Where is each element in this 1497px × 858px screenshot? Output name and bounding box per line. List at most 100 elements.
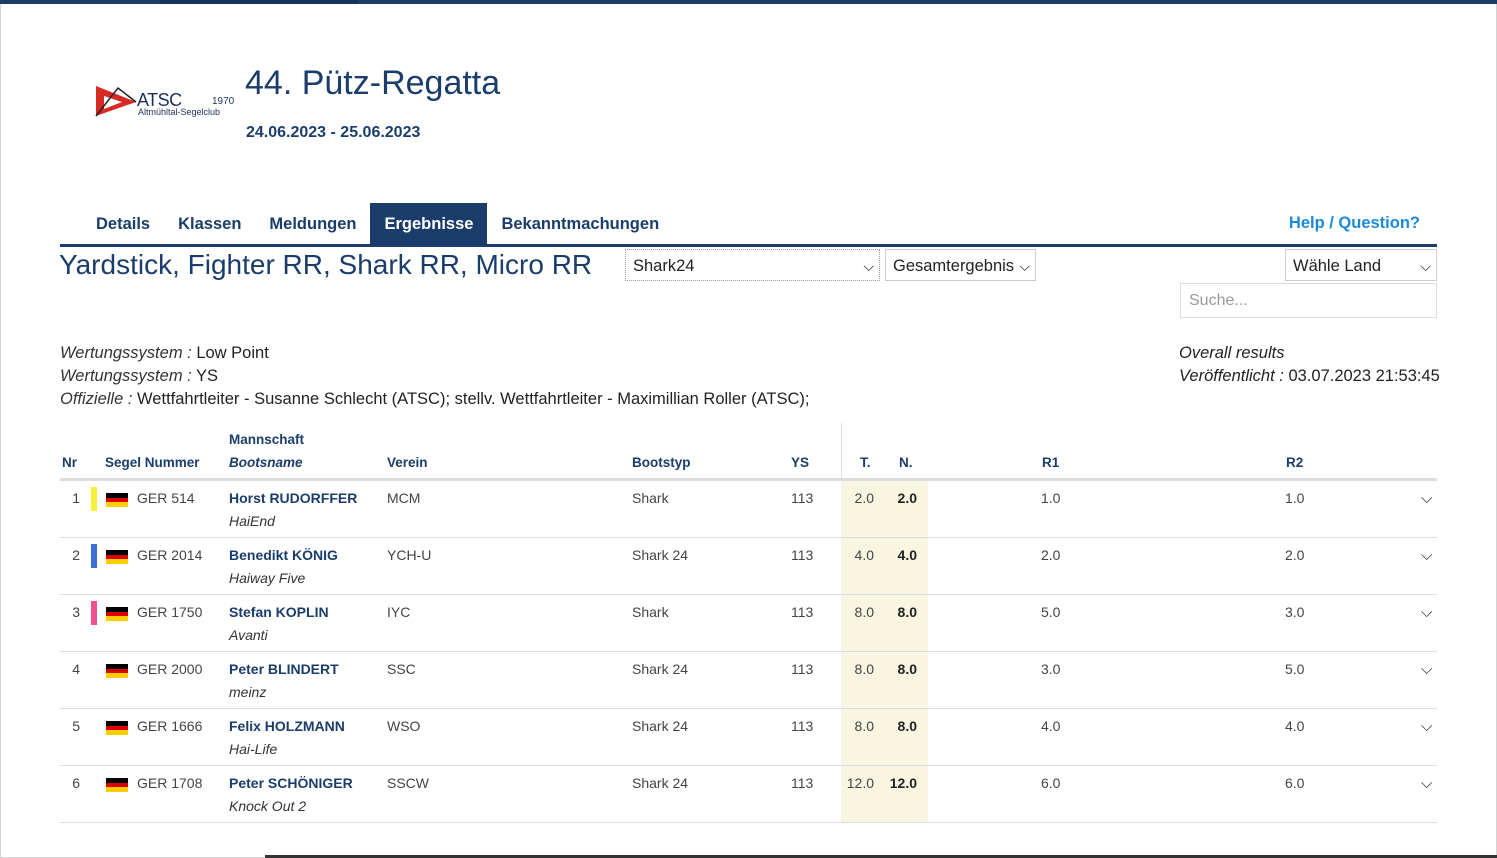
sail-number-cell: GER 514 (137, 490, 195, 506)
medal-marker (91, 544, 97, 568)
header-sail-number[interactable]: Segel Nummer (105, 455, 200, 470)
expand-row-chevron-icon[interactable]: ⌵ (1421, 604, 1433, 621)
medal-marker (91, 601, 97, 625)
tab-ergebnisse[interactable]: Ergebnisse (370, 203, 488, 245)
germany-flag-icon (106, 664, 128, 678)
boattype-cell: Shark 24 (632, 718, 689, 734)
net-points-cell: 12.0 (889, 775, 917, 791)
boattype-cell: Shark 24 (632, 661, 689, 677)
ys-cell: 113 (791, 661, 814, 677)
rank-cell: 5 (72, 718, 80, 734)
race1-cell: 6.0 (1041, 775, 1061, 791)
nav-divider (60, 244, 1437, 247)
expand-row-chevron-icon[interactable]: ⌵ (1421, 661, 1433, 678)
officials: Offizielle : Wettfahrtleiter - Susanne S… (60, 390, 810, 408)
total-points-cell: 2.0 (854, 490, 874, 506)
tab-bekanntmachungen[interactable]: Bekanntmachungen (501, 215, 660, 233)
header-separator (841, 423, 842, 481)
header-crew[interactable]: Mannschaft (229, 432, 305, 447)
rank-cell: 3 (72, 604, 80, 620)
row-divider (60, 594, 1437, 595)
header-r1[interactable]: R1 (1042, 455, 1060, 470)
published-date: Veröffentlicht : 03.07.2023 21:53:45 (1179, 367, 1440, 385)
ys-cell: 113 (791, 718, 814, 734)
country-select[interactable]: Wähle Land ⌵ (1285, 249, 1437, 281)
race2-cell: 3.0 (1285, 604, 1305, 620)
tab-details[interactable]: Details (96, 215, 151, 233)
net-points-cell: 8.0 (897, 718, 917, 734)
race2-cell: 6.0 (1285, 775, 1305, 791)
expand-row-chevron-icon[interactable]: ⌵ (1421, 718, 1433, 735)
boattype-cell: Shark (632, 604, 669, 620)
result-select[interactable]: Gesamtergebnis ⌵ (885, 249, 1036, 281)
skipper-name: Benedikt KÖNIG (229, 547, 338, 563)
header-r2[interactable]: R2 (1286, 455, 1304, 470)
total-points-cell: 8.0 (854, 661, 874, 677)
expand-row-chevron-icon[interactable]: ⌵ (1421, 490, 1433, 507)
tab-klassen[interactable]: Klassen (178, 215, 242, 233)
class-select[interactable]: Shark24 ⌵ (625, 249, 880, 281)
club-cell: WSO (387, 718, 421, 734)
medal-marker (91, 487, 97, 511)
total-points-cell: 4.0 (854, 547, 874, 563)
scoring-system-2: Wertungssystem : YS (60, 367, 219, 385)
scoring-system-1: Wertungssystem : Low Point (60, 344, 269, 362)
chevron-down-icon: ⌵ (863, 258, 874, 274)
nav-tabs: Details Klassen Meldungen Ergebnisse Bek… (82, 203, 673, 245)
rank-cell: 4 (72, 661, 80, 677)
boattype-cell: Shark 24 (632, 775, 689, 791)
ys-cell: 113 (791, 775, 814, 791)
overall-results-label: Overall results (1179, 344, 1285, 362)
header-club[interactable]: Verein (387, 455, 428, 470)
sail-number-cell: GER 2014 (137, 547, 203, 563)
event-title: 44. Pütz-Regatta (245, 64, 501, 102)
row-divider (60, 708, 1437, 709)
boattype-cell: Shark (632, 490, 669, 506)
race2-cell: 5.0 (1285, 661, 1305, 677)
race1-cell: 5.0 (1041, 604, 1061, 620)
expand-row-chevron-icon[interactable]: ⌵ (1421, 547, 1433, 564)
header-net[interactable]: N. (899, 455, 913, 470)
header-total[interactable]: T. (860, 455, 871, 470)
boat-name: HaiEnd (229, 513, 275, 529)
header-ys[interactable]: YS (791, 455, 810, 470)
header-boatname[interactable]: Bootsname (229, 455, 303, 470)
help-link[interactable]: Help / Question? (1288, 214, 1420, 232)
germany-flag-icon (106, 607, 128, 621)
boat-name: meinz (229, 684, 267, 700)
skipper-name: Stefan KOPLIN (229, 604, 329, 620)
boattype-cell: Shark 24 (632, 547, 689, 563)
race2-cell: 1.0 (1285, 490, 1305, 506)
race1-cell: 2.0 (1041, 547, 1061, 563)
sail-number-cell: GER 1666 (137, 718, 203, 734)
boat-name: Knock Out 2 (229, 798, 307, 814)
race1-cell: 3.0 (1041, 661, 1061, 677)
event-dates: 24.06.2023 - 25.06.2023 (246, 124, 421, 141)
sail-number-cell: GER 2000 (137, 661, 203, 677)
skipper-name: Felix HOLZMANN (229, 718, 345, 734)
germany-flag-icon (106, 721, 128, 735)
boat-name: Avanti (229, 627, 268, 643)
club-logo[interactable]: ATSC 1970 Altmühltal-Segelclub (92, 82, 237, 122)
header-nr[interactable]: Nr (62, 455, 78, 470)
tab-meldungen[interactable]: Meldungen (269, 215, 357, 233)
germany-flag-icon (106, 778, 128, 792)
club-cell: SSC (387, 661, 416, 677)
expand-row-chevron-icon[interactable]: ⌵ (1421, 775, 1433, 792)
race2-cell: 2.0 (1285, 547, 1305, 563)
ys-cell: 113 (791, 547, 814, 563)
race2-cell: 4.0 (1285, 718, 1305, 734)
net-points-cell: 8.0 (897, 604, 917, 620)
top-bar (0, 0, 1497, 4)
row-divider (60, 822, 1437, 823)
germany-flag-icon (106, 550, 128, 564)
rank-cell: 6 (72, 775, 80, 791)
club-cell: SSCW (387, 775, 429, 791)
header-boattype[interactable]: Bootstyp (632, 455, 691, 470)
club-cell: MCM (387, 490, 421, 506)
search-input[interactable]: Suche... (1180, 283, 1437, 318)
sail-number-cell: GER 1708 (137, 775, 203, 791)
skipper-name: Horst RUDORFFER (229, 490, 358, 506)
chevron-down-icon: ⌵ (1019, 258, 1030, 274)
